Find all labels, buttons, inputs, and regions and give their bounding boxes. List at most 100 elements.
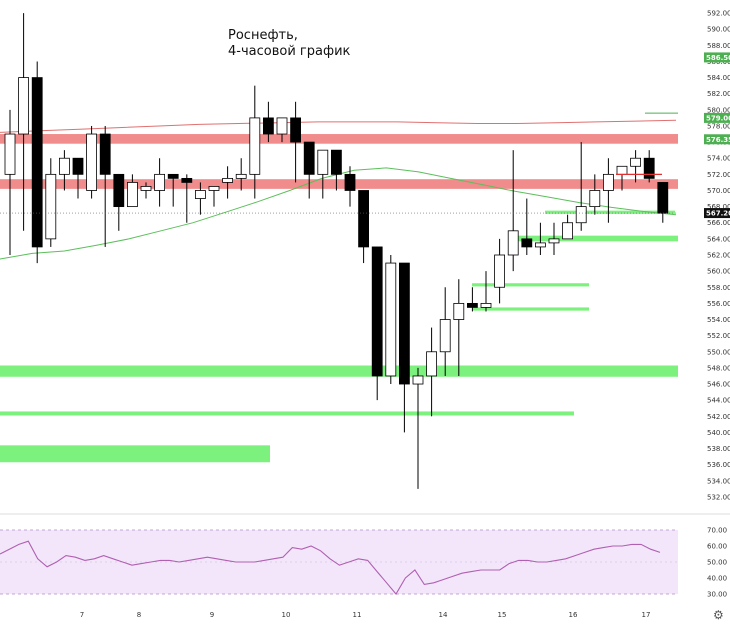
candle-body (480, 302, 492, 308)
candle-body (562, 222, 573, 240)
candle-body (521, 238, 533, 248)
candle-body (643, 157, 655, 179)
candle (480, 271, 492, 312)
candle-body (344, 173, 356, 191)
price-tick-label: 538.00 (707, 445, 730, 453)
candle (630, 150, 641, 183)
price-tick-label: 590.00 (707, 26, 730, 34)
price-tick-label: 542.00 (707, 413, 730, 421)
candle-body (616, 165, 628, 175)
price-tick-label: 546.00 (707, 381, 730, 389)
candle-body (127, 182, 138, 208)
rsi-tick-label: 60.00 (707, 543, 727, 551)
price-tick-label: 592.00 (707, 10, 730, 18)
candle (140, 182, 152, 199)
candle (657, 182, 669, 223)
price-tick-label: 552.00 (707, 332, 730, 340)
candle (494, 238, 506, 304)
candle (208, 186, 220, 207)
price-tick-label: 584.00 (707, 74, 730, 82)
resistance-zone (0, 134, 678, 144)
candle (181, 174, 193, 223)
price-badge-label: 586.50 (706, 54, 730, 62)
candle (167, 173, 179, 207)
candle (412, 367, 424, 489)
ma-slow-line (0, 119, 677, 133)
rsi-tick-label: 70.00 (707, 527, 727, 535)
price-tick-label: 534.00 (707, 477, 730, 485)
support-zone (0, 411, 574, 416)
candle-body (290, 117, 302, 143)
candle-body (630, 157, 641, 167)
support-zone (516, 235, 678, 242)
candle (589, 174, 601, 215)
candle (603, 158, 614, 223)
candle-body (548, 238, 560, 244)
resistance-zone (0, 179, 678, 189)
candle-body (99, 133, 111, 175)
candle (99, 125, 111, 247)
candle-body (466, 302, 478, 308)
date-tick-label: 11 (353, 611, 362, 619)
candle (113, 173, 125, 231)
price-tick-label: 568.00 (707, 203, 730, 211)
candle (45, 158, 57, 247)
price-tick-label: 544.00 (707, 397, 730, 405)
candle (426, 327, 438, 417)
candle-body (358, 190, 370, 248)
price-tick-label: 570.00 (707, 187, 730, 195)
candle-body (208, 186, 220, 191)
level-lines (0, 112, 678, 214)
price-tick-label: 554.00 (707, 316, 730, 324)
price-tick-label: 572.00 (707, 171, 730, 179)
price-tick-label: 582.00 (707, 90, 730, 98)
price-badge-label: 567.20 (706, 210, 730, 218)
date-tick-label: 9 (210, 611, 214, 619)
chart-title-line-2: 4-часовой график (228, 44, 351, 59)
price-tick-label: 532.00 (707, 493, 730, 501)
candle-body (412, 375, 424, 385)
candle (235, 158, 247, 191)
support-zone (0, 445, 270, 463)
price-badge-bg (704, 208, 730, 219)
candle-body (4, 133, 16, 175)
price-badge: 567.20 (704, 208, 730, 219)
candle (222, 166, 234, 199)
rsi-tick-label: 40.00 (707, 575, 727, 583)
date-tick-label: 7 (80, 611, 84, 619)
price-tick-label: 548.00 (707, 364, 730, 372)
candle (59, 150, 70, 191)
gear-icon[interactable]: ⚙ (713, 608, 724, 622)
candle (521, 198, 533, 255)
candle-body (385, 262, 397, 377)
rsi-panel (0, 529, 678, 595)
candle-body (303, 141, 315, 175)
candle (86, 125, 97, 199)
rsi-tick-label: 30.00 (707, 591, 727, 599)
candle (330, 149, 342, 191)
candle (575, 142, 587, 231)
candle-body (657, 182, 669, 214)
candle (72, 157, 84, 199)
candle (371, 246, 383, 401)
price-badge-bg (704, 134, 730, 145)
candle-body (31, 77, 43, 248)
price-badge-label: 579.00 (706, 114, 730, 122)
candle-body (154, 173, 166, 191)
support-zone (472, 283, 589, 287)
zones (0, 134, 678, 463)
candle (466, 287, 478, 312)
price-tick-label: 558.00 (707, 284, 730, 292)
rsi-tick-label: 50.00 (707, 559, 727, 567)
candle-body (222, 177, 234, 183)
price-tick-label: 564.00 (707, 235, 730, 243)
candle (262, 101, 274, 143)
candle-body (235, 173, 247, 179)
date-tick-label: 15 (498, 611, 507, 619)
candle (643, 150, 655, 183)
candle-body (86, 133, 97, 191)
candle-body (72, 157, 84, 175)
candle-body (589, 190, 601, 208)
candle (535, 222, 546, 255)
